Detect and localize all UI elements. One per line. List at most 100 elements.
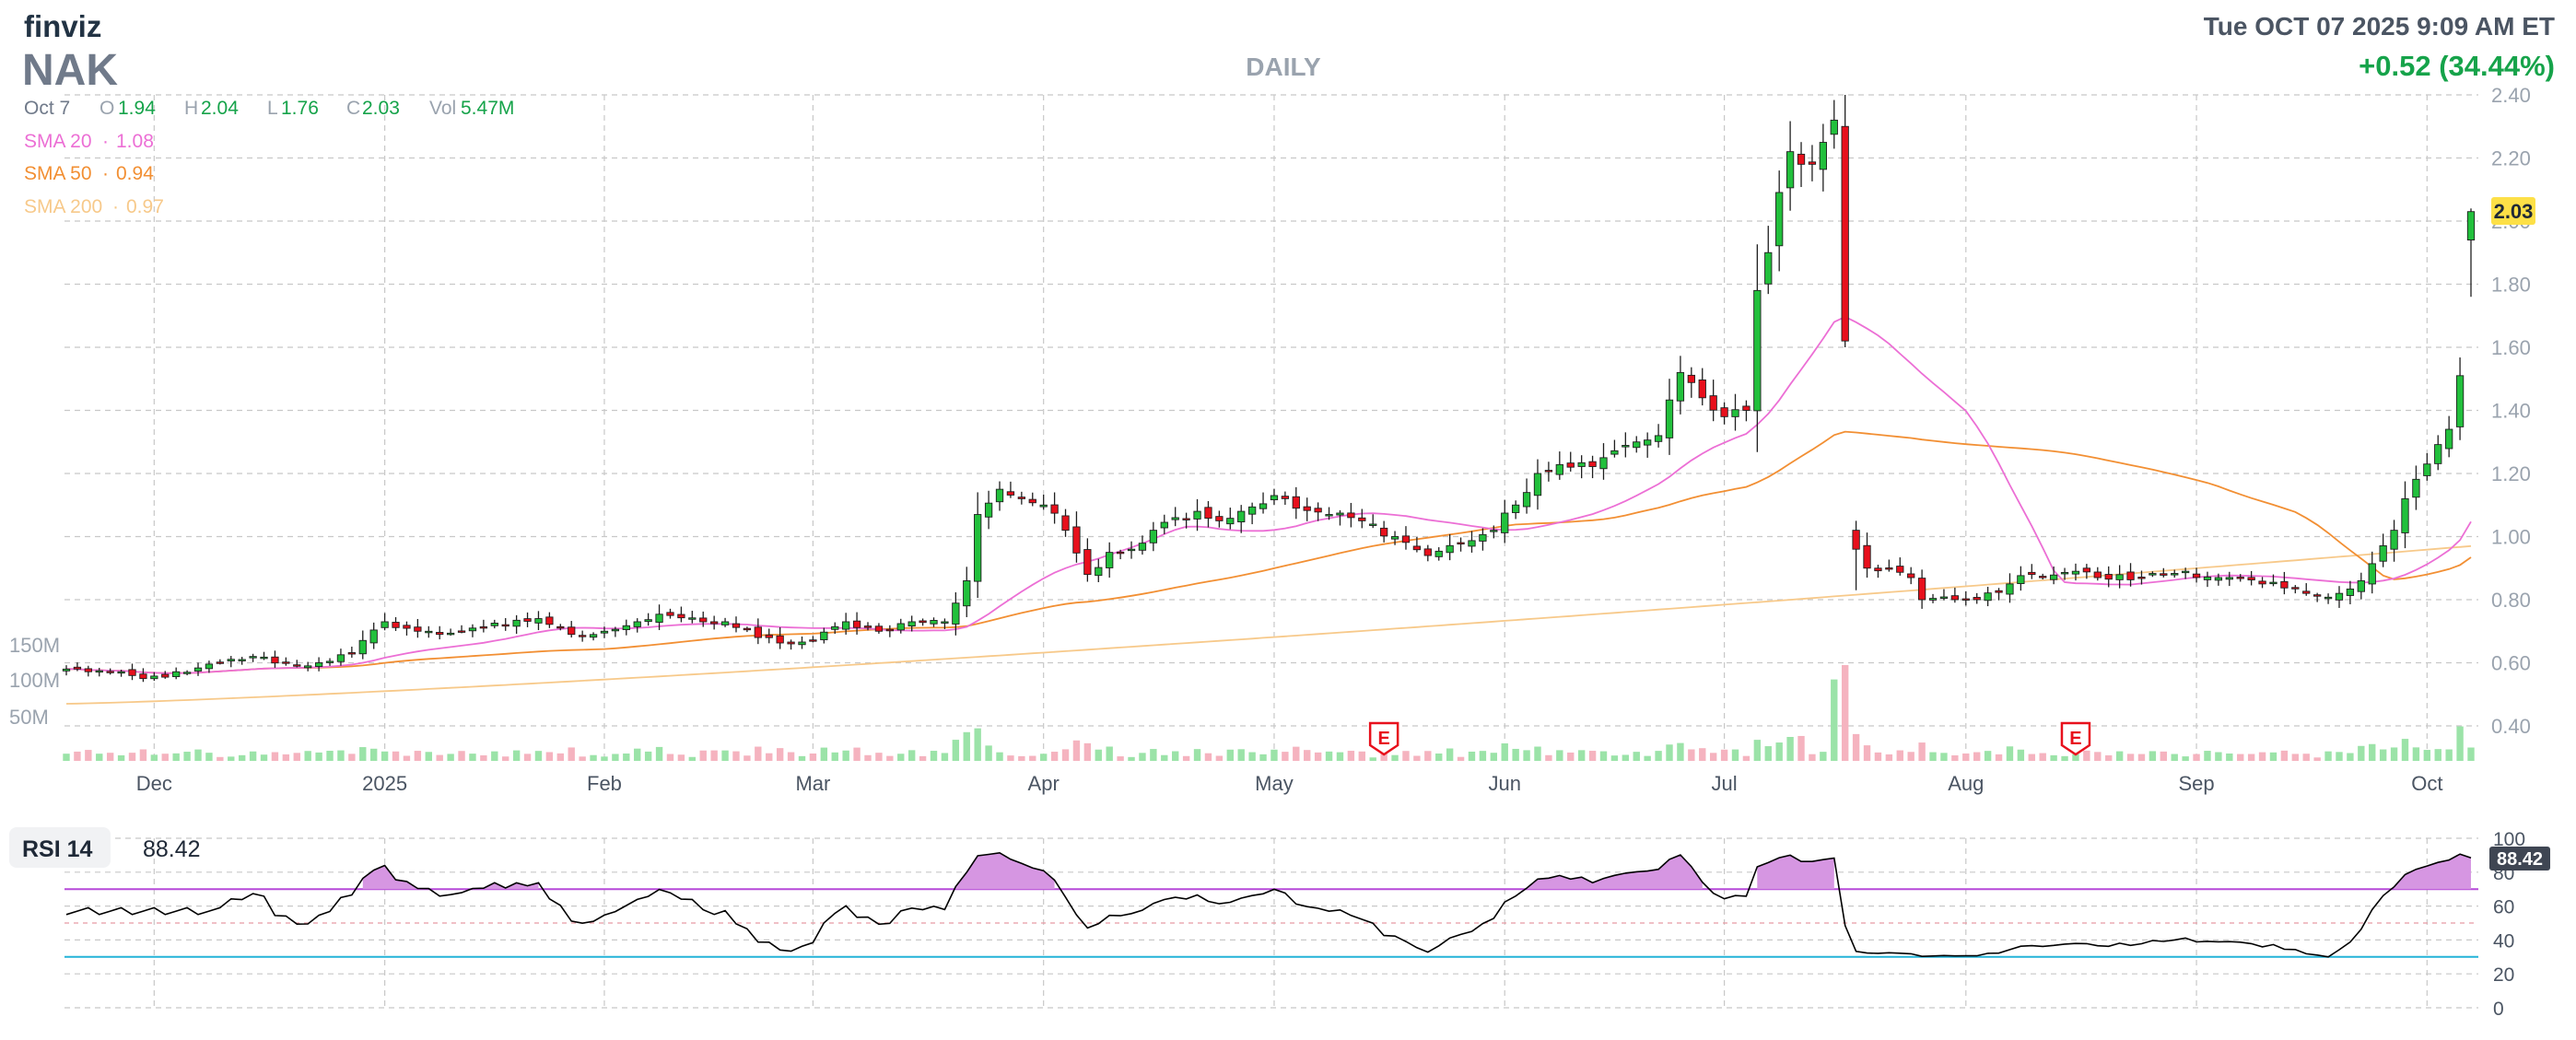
candle-body[interactable] [1995, 590, 2003, 593]
candle-body[interactable] [436, 632, 444, 636]
candle-body[interactable] [271, 656, 279, 664]
candle-body[interactable] [1237, 510, 1246, 523]
candle-body[interactable] [2060, 572, 2069, 575]
candle-body[interactable] [106, 671, 114, 673]
candle-body[interactable] [1961, 598, 1970, 601]
candle-body[interactable] [2346, 588, 2355, 596]
candle-body[interactable] [896, 623, 905, 631]
candle-body[interactable] [732, 623, 741, 628]
candle-body[interactable] [1819, 142, 1827, 170]
candle-body[interactable] [325, 660, 334, 663]
candle-body[interactable] [414, 626, 422, 632]
candle-body[interactable] [974, 514, 982, 582]
candle-body[interactable] [249, 656, 257, 659]
candle-body[interactable] [2126, 571, 2135, 580]
candle-body[interactable] [2466, 211, 2476, 241]
candle-body[interactable] [1566, 462, 1575, 468]
candle-body[interactable] [1841, 125, 1849, 342]
candle-body[interactable] [425, 630, 433, 634]
candle-body[interactable] [1720, 407, 1728, 417]
candle-body[interactable] [336, 654, 345, 662]
candle-body[interactable] [776, 635, 784, 644]
candle-body[interactable] [930, 620, 938, 625]
candle-body[interactable] [2049, 574, 2058, 580]
candle-body[interactable] [1083, 549, 1092, 576]
candle-body[interactable] [556, 625, 565, 629]
candle-body[interactable] [2006, 583, 2014, 595]
candle-body[interactable] [622, 625, 630, 630]
candle-body[interactable] [84, 668, 92, 672]
candle-body[interactable] [852, 620, 861, 628]
candle-body[interactable] [205, 663, 214, 670]
candle-body[interactable] [523, 618, 532, 622]
candle-body[interactable] [304, 665, 312, 669]
candle-body[interactable] [117, 671, 125, 674]
candle-body[interactable] [545, 616, 554, 625]
candle-body[interactable] [62, 668, 71, 672]
candle-body[interactable] [1259, 503, 1268, 509]
candle-body[interactable] [2291, 587, 2300, 590]
finviz-logo[interactable]: finviz [24, 9, 101, 43]
candle-body[interactable] [1599, 457, 1608, 470]
candle-body[interactable] [1512, 504, 1520, 513]
candle-body[interactable] [369, 629, 378, 644]
candle-body[interactable] [1468, 540, 1476, 547]
candle-body[interactable] [161, 673, 170, 678]
candle-body[interactable] [1226, 518, 1235, 525]
candle-body[interactable] [874, 625, 884, 632]
candle-body[interactable] [1314, 508, 1322, 513]
candle-body[interactable] [1676, 371, 1685, 402]
candle-body[interactable] [1325, 514, 1333, 517]
candle-body[interactable] [2104, 574, 2113, 580]
candle-body[interactable] [2071, 570, 2080, 575]
rsi-label-box[interactable] [9, 827, 111, 868]
candle-body[interactable] [468, 627, 477, 632]
candle-body[interactable] [2093, 571, 2102, 578]
candle-body[interactable] [73, 666, 82, 670]
candle-body[interactable] [885, 628, 894, 632]
candle-body[interactable] [666, 612, 674, 616]
candle-body[interactable] [1204, 507, 1212, 520]
candle-body[interactable] [1973, 597, 1981, 601]
candle-body[interactable] [2028, 571, 2036, 576]
candle-body[interactable] [1193, 510, 1201, 520]
candle-body[interactable] [1138, 543, 1147, 551]
candle-body[interactable] [172, 671, 181, 678]
candle-body[interactable] [2236, 577, 2244, 579]
candle-body[interactable] [941, 621, 949, 624]
candle-body[interactable] [2379, 545, 2387, 562]
candle-body[interactable] [1610, 450, 1619, 455]
candle-body[interactable] [1797, 153, 1806, 165]
candle-body[interactable] [1423, 548, 1432, 556]
candle-body[interactable] [2181, 570, 2190, 574]
candle-body[interactable] [490, 623, 498, 626]
candle-body[interactable] [1412, 545, 1422, 551]
candle-body[interactable] [1490, 530, 1498, 532]
candle-body[interactable] [2423, 463, 2431, 476]
candle-body[interactable] [2390, 530, 2398, 550]
candle-body[interactable] [2280, 580, 2289, 589]
candle-body[interactable] [1896, 566, 1904, 573]
candle-body[interactable] [2324, 596, 2333, 600]
candle-body[interactable] [677, 613, 685, 619]
candle-body[interactable] [1665, 399, 1674, 438]
candle-body[interactable] [787, 641, 795, 645]
candle-body[interactable] [1379, 527, 1388, 537]
candle-body[interactable] [1247, 506, 1257, 515]
candle-body[interactable] [2115, 574, 2124, 580]
candle-body[interactable] [1939, 596, 1949, 599]
candle-body[interactable] [282, 661, 290, 664]
earnings-marker[interactable] [1368, 721, 1399, 756]
candle-body[interactable] [2445, 428, 2453, 450]
candle-body[interactable] [293, 664, 301, 667]
candle-body[interactable] [1160, 521, 1168, 529]
candle-body[interactable] [95, 670, 103, 673]
candle-body[interactable] [1742, 405, 1751, 411]
candle-body[interactable] [1095, 567, 1103, 577]
candle-body[interactable] [2368, 563, 2376, 585]
candle-body[interactable] [644, 619, 652, 623]
candle-body[interactable] [2401, 497, 2409, 533]
candle-body[interactable] [2455, 375, 2465, 427]
candle-body[interactable] [963, 580, 971, 607]
